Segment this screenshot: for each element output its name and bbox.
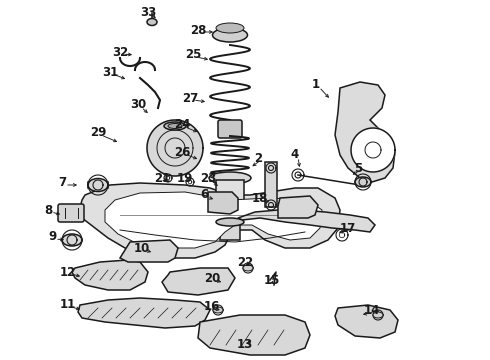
- Ellipse shape: [147, 18, 157, 26]
- Text: 20: 20: [204, 271, 220, 284]
- Ellipse shape: [373, 312, 383, 318]
- Ellipse shape: [216, 218, 244, 226]
- Text: 33: 33: [140, 5, 156, 18]
- Bar: [220, 222, 240, 240]
- Bar: [216, 180, 244, 222]
- Text: 4: 4: [291, 148, 299, 162]
- Ellipse shape: [168, 123, 182, 129]
- Ellipse shape: [213, 307, 223, 313]
- Text: 9: 9: [48, 230, 56, 243]
- Ellipse shape: [216, 23, 244, 33]
- Text: 15: 15: [264, 274, 280, 287]
- Text: 7: 7: [58, 176, 66, 189]
- Text: 28: 28: [190, 23, 206, 36]
- FancyBboxPatch shape: [218, 120, 242, 138]
- Text: 21: 21: [154, 171, 170, 184]
- Ellipse shape: [243, 265, 253, 271]
- Text: 13: 13: [237, 338, 253, 351]
- Ellipse shape: [62, 234, 82, 246]
- Text: 17: 17: [340, 221, 356, 234]
- Polygon shape: [105, 192, 322, 248]
- Text: 31: 31: [102, 66, 118, 78]
- Text: 11: 11: [60, 298, 76, 311]
- Text: 2: 2: [254, 152, 262, 165]
- Text: 6: 6: [200, 189, 208, 202]
- Text: 16: 16: [204, 301, 220, 314]
- Ellipse shape: [209, 172, 251, 184]
- Text: 1: 1: [312, 78, 320, 91]
- Ellipse shape: [88, 179, 108, 192]
- Text: 29: 29: [90, 126, 106, 139]
- Text: 24: 24: [174, 118, 190, 131]
- Polygon shape: [335, 82, 395, 182]
- Text: 26: 26: [174, 145, 190, 158]
- Text: 30: 30: [130, 99, 146, 112]
- Text: 19: 19: [177, 171, 193, 184]
- Polygon shape: [238, 210, 375, 232]
- Polygon shape: [80, 183, 340, 258]
- Polygon shape: [208, 192, 238, 214]
- Text: 8: 8: [44, 203, 52, 216]
- Text: 32: 32: [112, 45, 128, 58]
- Polygon shape: [351, 128, 395, 172]
- FancyBboxPatch shape: [58, 204, 84, 222]
- Polygon shape: [78, 298, 210, 328]
- Polygon shape: [120, 240, 178, 262]
- Polygon shape: [278, 196, 318, 218]
- Text: 5: 5: [354, 162, 362, 175]
- Ellipse shape: [164, 122, 186, 130]
- Text: 27: 27: [182, 91, 198, 104]
- Ellipse shape: [355, 177, 371, 187]
- Text: 10: 10: [134, 242, 150, 255]
- Polygon shape: [198, 315, 310, 355]
- Text: 18: 18: [252, 192, 268, 204]
- Text: 12: 12: [60, 266, 76, 279]
- Ellipse shape: [213, 28, 247, 42]
- Polygon shape: [147, 120, 203, 176]
- Polygon shape: [162, 268, 235, 295]
- Text: 25: 25: [185, 49, 201, 62]
- Polygon shape: [72, 260, 148, 290]
- Text: 23: 23: [200, 171, 216, 184]
- Text: 14: 14: [364, 303, 380, 316]
- Bar: [265, 162, 277, 207]
- Polygon shape: [335, 305, 398, 338]
- Text: 22: 22: [237, 256, 253, 269]
